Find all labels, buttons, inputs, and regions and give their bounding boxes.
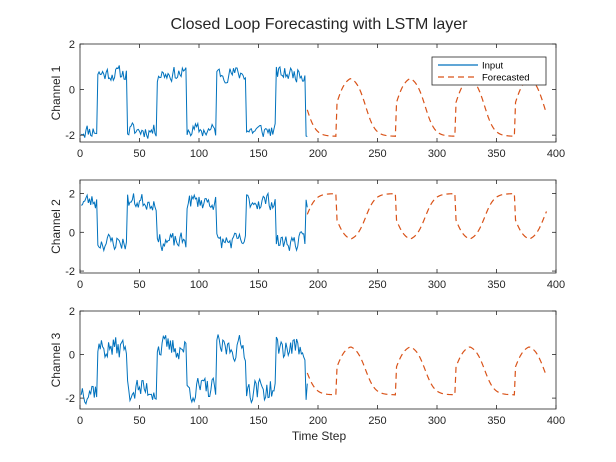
- x-tick-label: 0: [77, 148, 83, 160]
- x-tick-label: 200: [309, 415, 327, 427]
- x-tick-label: 50: [133, 148, 145, 160]
- input-series-channel-3: [80, 334, 308, 405]
- y-tick-label: 0: [69, 227, 75, 239]
- x-tick-label: 250: [368, 279, 386, 291]
- x-tick-label: 100: [190, 415, 208, 427]
- y-tick-label: -2: [65, 393, 75, 405]
- x-tick-label: 400: [547, 415, 565, 427]
- x-tick-label: 250: [368, 415, 386, 427]
- forecast-series-channel-2: [306, 192, 548, 240]
- y-axis-label-channel-2: Channel 2: [49, 199, 63, 254]
- x-tick-label: 400: [547, 148, 565, 160]
- x-tick-label: 100: [190, 279, 208, 291]
- y-axis-label-channel-1: Channel 1: [49, 65, 63, 120]
- forecast-series-channel-3: [306, 346, 548, 396]
- x-tick-label: 400: [547, 279, 565, 291]
- x-tick-label: 300: [428, 279, 446, 291]
- x-tick-label: 0: [77, 415, 83, 427]
- chart-title: Closed Loop Forecasting with LSTM layer: [170, 16, 468, 33]
- x-tick-label: 250: [368, 148, 386, 160]
- x-tick-label: 350: [487, 148, 505, 160]
- legend-box: [431, 56, 547, 86]
- legend-forecast-label: Forecasted: [482, 73, 530, 84]
- y-tick-label: 0: [69, 350, 75, 362]
- y-tick-label: -2: [65, 266, 75, 278]
- x-tick-label: 200: [309, 148, 327, 160]
- input-series-channel-2: [81, 191, 308, 253]
- x-tick-label: 50: [133, 415, 145, 427]
- y-tick-label: -2: [65, 130, 75, 142]
- x-tick-label: 350: [487, 279, 505, 291]
- input-series-channel-1: [80, 65, 308, 139]
- x-tick-label: 100: [190, 148, 208, 160]
- x-tick-label: 50: [133, 279, 145, 291]
- x-tick-label: 0: [77, 279, 83, 291]
- y-tick-label: 2: [69, 39, 75, 51]
- x-tick-label: 300: [428, 415, 446, 427]
- forecast-series-channel-1: [306, 78, 548, 137]
- legend: Input Forecasted: [431, 56, 547, 86]
- x-axis-label: Time Step: [292, 429, 347, 443]
- y-tick-label: 2: [69, 306, 75, 318]
- x-tick-label: 150: [249, 148, 267, 160]
- legend-input-label: Input: [482, 61, 503, 72]
- y-tick-label: 0: [69, 85, 75, 97]
- x-tick-label: 350: [487, 415, 505, 427]
- x-tick-label: 200: [309, 279, 327, 291]
- x-tick-label: 300: [428, 148, 446, 160]
- y-tick-label: 2: [69, 189, 75, 201]
- x-tick-label: 150: [249, 415, 267, 427]
- y-axis-label-channel-3: Channel 3: [49, 332, 63, 387]
- x-tick-label: 150: [249, 279, 267, 291]
